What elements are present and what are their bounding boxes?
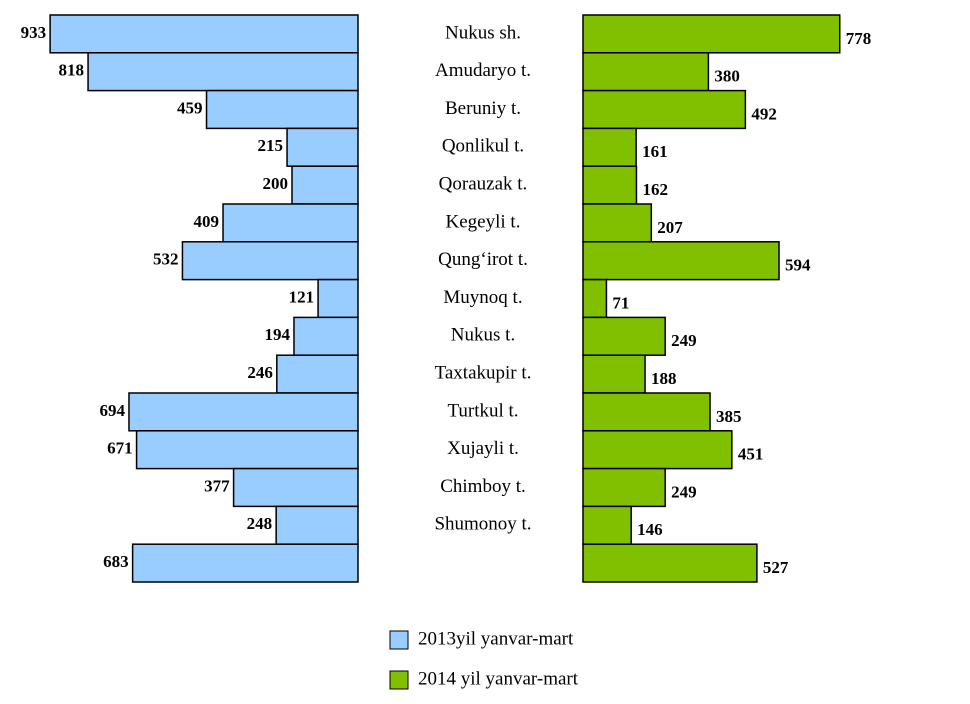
value-label: 246 <box>247 363 273 382</box>
value-label: 249 <box>671 482 697 501</box>
category-label: Turtkul t. <box>447 400 518 421</box>
value-label: 385 <box>716 407 742 426</box>
category-label: Qorauzak t. <box>439 173 528 194</box>
value-label: 146 <box>637 520 663 539</box>
value-label: 377 <box>204 476 230 495</box>
bar <box>276 354 359 394</box>
value-label: 818 <box>59 61 85 80</box>
bar <box>205 89 359 130</box>
bar <box>582 165 638 205</box>
bar <box>582 14 841 54</box>
value-label: 933 <box>21 23 47 42</box>
value-label: 778 <box>846 29 872 48</box>
category-label: Nukus t. <box>451 325 515 346</box>
bar <box>135 430 359 470</box>
value-label: 694 <box>99 401 125 420</box>
value-label: 459 <box>177 98 203 117</box>
bar <box>582 203 653 243</box>
bar <box>582 52 710 92</box>
bar <box>582 89 747 130</box>
bar <box>582 392 711 432</box>
value-label: 161 <box>642 142 668 161</box>
bar <box>275 505 359 545</box>
category-label: Beruniy t. <box>445 98 521 119</box>
value-label: 248 <box>247 514 273 533</box>
bar <box>232 467 359 508</box>
bar <box>582 127 637 167</box>
legend-swatch <box>389 630 409 650</box>
category-label: Qung‘irot t. <box>438 249 528 270</box>
bar <box>582 505 632 545</box>
bar <box>181 241 359 281</box>
category-label: Taxtakupir t. <box>435 362 532 383</box>
value-label: 492 <box>751 104 777 123</box>
bar <box>317 278 359 319</box>
value-label: 162 <box>642 180 668 199</box>
bar <box>286 127 359 167</box>
value-label: 194 <box>264 325 290 344</box>
bar <box>582 241 780 281</box>
bar <box>582 543 758 583</box>
bar <box>582 278 608 319</box>
legend-label: 2014 yil yanvar-mart <box>418 668 579 689</box>
category-label: Nukus sh. <box>445 22 521 43</box>
value-label: 409 <box>194 212 220 231</box>
value-label: 71 <box>612 293 629 312</box>
value-label: 380 <box>714 67 740 86</box>
value-label: 527 <box>763 558 789 577</box>
bar <box>582 467 666 508</box>
category-label: Xujayli t. <box>447 438 519 459</box>
bar <box>222 203 359 243</box>
value-label: 451 <box>738 445 764 464</box>
category-label: Amudaryo t. <box>435 60 531 81</box>
bar <box>49 14 359 54</box>
value-label: 200 <box>263 174 289 193</box>
bar <box>582 316 666 356</box>
category-label: Muynoq t. <box>443 287 522 308</box>
value-label: 594 <box>785 256 811 275</box>
bar <box>582 430 733 470</box>
value-label: 207 <box>657 218 683 237</box>
bar <box>87 52 359 92</box>
value-label: 215 <box>258 136 284 155</box>
bar <box>128 392 359 432</box>
value-label: 671 <box>107 439 133 458</box>
bar <box>293 316 359 356</box>
category-label: Chimboy t. <box>440 476 526 497</box>
value-label: 188 <box>651 369 677 388</box>
value-label: 532 <box>153 250 179 269</box>
bar <box>582 354 646 394</box>
legend-swatch <box>389 670 409 690</box>
bar <box>131 543 359 583</box>
value-label: 249 <box>671 331 697 350</box>
value-label: 683 <box>103 552 129 571</box>
category-label: Shumonoy t. <box>434 514 531 535</box>
bar <box>291 165 359 205</box>
value-label: 121 <box>289 287 315 306</box>
category-label: Qonlikul t. <box>442 136 524 157</box>
category-label: Kegeyli t. <box>446 211 521 232</box>
legend-label: 2013yil yanvar-mart <box>418 628 574 649</box>
